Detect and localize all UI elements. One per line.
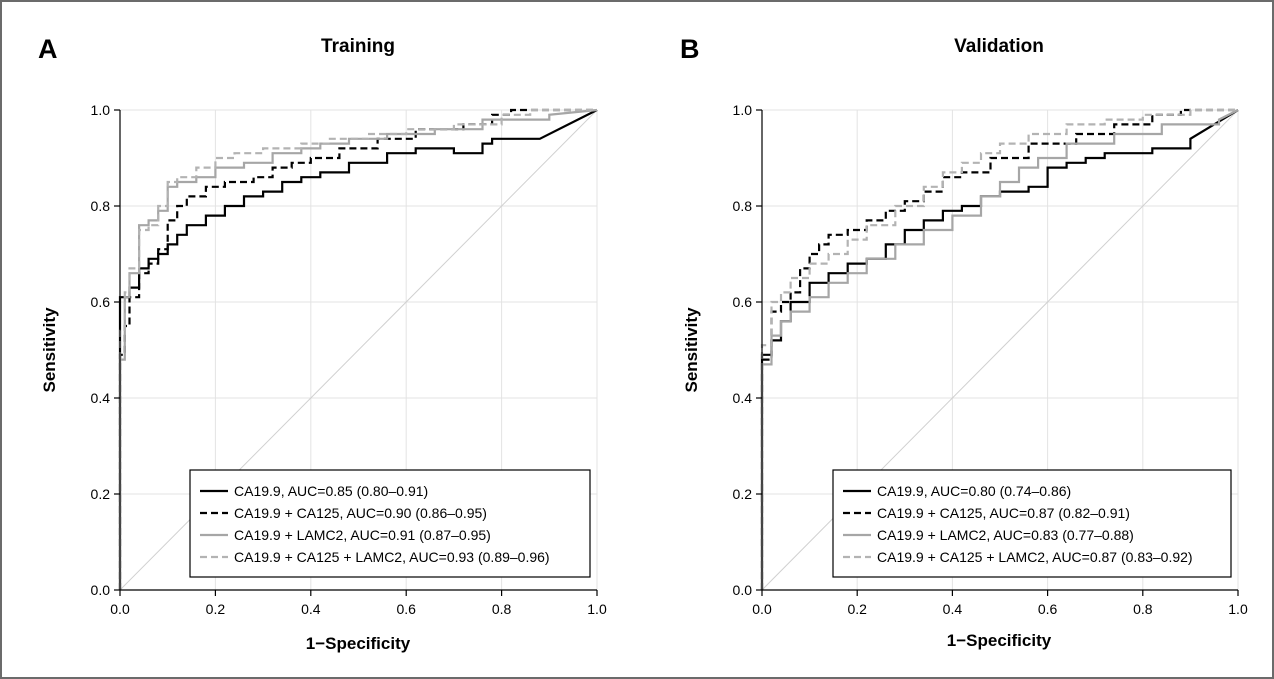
series-line-0 [760,109,1239,590]
series-line-3 [118,108,597,590]
y-axis-label: Sensitivity [40,307,59,393]
x-tick-label-1: 0.2 [206,601,226,617]
legend-label-0: CA19.9, AUC=0.80 (0.74–0.86) [877,483,1071,499]
y-tick-label-2: 0.4 [91,390,111,406]
legend-label-1: CA19.9 + CA125, AUC=0.90 (0.86–0.95) [234,505,487,521]
legend-label-2: CA19.9 + LAMC2, AUC=0.91 (0.87–0.95) [234,527,491,543]
legend-label-3: CA19.9 + CA125 + LAMC2, AUC=0.93 (0.89–0… [234,549,550,565]
y-tick-label-4: 0.8 [733,198,753,214]
y-tick-label-1: 0.2 [733,486,753,502]
x-axis-label: 1−Specificity [306,634,411,653]
y-tick-label-4: 0.8 [91,198,111,214]
series-line-0 [118,109,598,590]
legend-box [832,469,1232,578]
y-axis-label: Sensitivity [682,307,701,393]
legend-label-3: CA19.9 + CA125 + LAMC2, AUC=0.87 (0.83–0… [877,549,1193,565]
x-tick-label-4: 0.8 [492,601,512,617]
x-tick-label-0: 0.0 [110,601,130,617]
axes: 0.0 0.2 0.4 0.6 0.8 1.0 0.0 0.2 0.4 0.6 0.8 1.0 [91,102,607,617]
y-tick-label-1: 0.2 [91,486,111,502]
legend-label-1: CA19.9 + CA125, AUC=0.87 (0.82–0.91) [877,505,1130,521]
y-tick-label-0: 0.0 [733,582,753,598]
x-tick-label-5: 1.0 [1228,601,1248,617]
panel-validation: B Validation 1−Specificity Sensitivity 0… [680,34,1248,650]
panel-letter: A [38,34,58,64]
panel-letter: B [680,34,700,64]
series-line-2 [760,109,1239,590]
x-tick-label-4: 0.8 [1133,601,1153,617]
chart-title: Training [321,36,395,57]
legend: CA19.9, AUC=0.85 (0.80–0.91) CA19.9 + CA1… [189,469,591,578]
legend-box [189,469,591,578]
x-tick-label-2: 0.4 [943,601,963,617]
x-tick-label-1: 0.2 [847,601,867,617]
legend-label-0: CA19.9, AUC=0.85 (0.80–0.91) [234,483,428,499]
panel-training: A Training 1−Specificity Sensitivity 0.0… [38,34,607,653]
y-tick-label-5: 1.0 [91,102,111,118]
x-tick-label-3: 0.6 [1038,601,1058,617]
series-layer [760,108,1239,590]
legend-label-2: CA19.9 + LAMC2, AUC=0.83 (0.77–0.88) [877,527,1134,543]
chart-title: Validation [954,36,1044,57]
y-tick-label-0: 0.0 [91,582,111,598]
x-tick-label-5: 1.0 [587,601,607,617]
y-tick-label-2: 0.4 [733,390,753,406]
axes: 0.0 0.2 0.4 0.6 0.8 1.0 0.0 0.2 0.4 0.6 0.8 1.0 [733,102,1248,617]
y-tick-label-5: 1.0 [733,102,753,118]
x-tick-label-3: 0.6 [396,601,416,617]
legend: CA19.9, AUC=0.80 (0.74–0.86) CA19.9 + CA1… [832,469,1232,578]
series-line-1 [760,108,1238,590]
x-axis-label: 1−Specificity [947,631,1052,650]
series-line-3 [760,108,1238,590]
y-tick-label-3: 0.6 [733,294,753,310]
x-tick-label-2: 0.4 [301,601,321,617]
x-tick-label-0: 0.0 [752,601,772,617]
y-tick-label-3: 0.6 [91,294,111,310]
series-layer [118,108,598,590]
